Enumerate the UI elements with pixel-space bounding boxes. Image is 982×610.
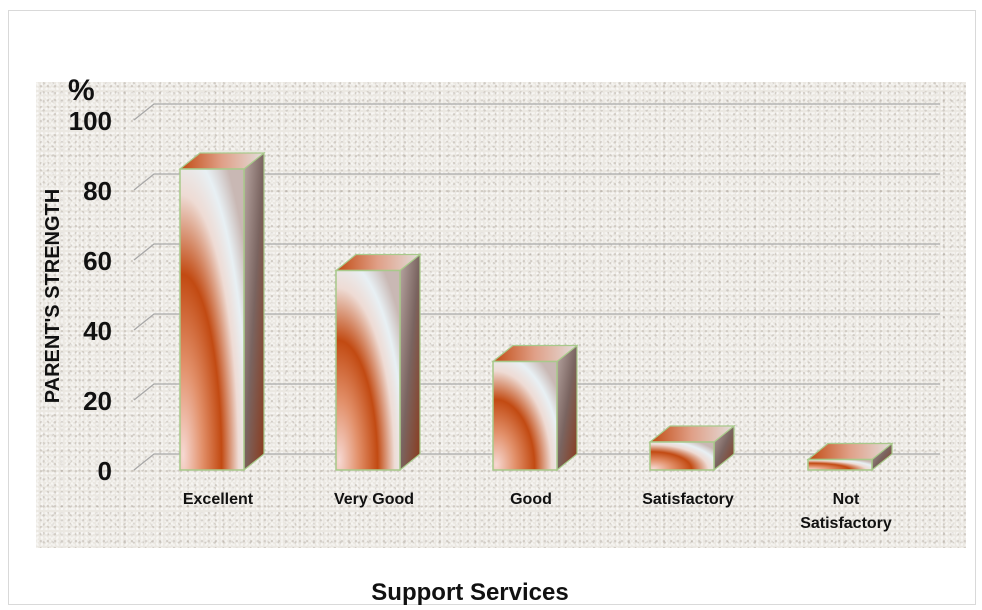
x-tick-label: Satisfactory — [642, 491, 734, 508]
bar-satisfactory — [648, 424, 736, 472]
gridline — [133, 313, 940, 331]
bar-excellent — [178, 151, 266, 472]
bar-good — [491, 344, 579, 472]
chart-frame — [8, 10, 976, 605]
y-tick-label: 100 — [69, 106, 112, 136]
gridline — [133, 103, 940, 121]
y-axis-ticks: 0 20 40 60 80 100 — [69, 106, 112, 486]
bar-side — [556, 344, 578, 472]
gridlines — [133, 103, 940, 471]
gridline — [133, 383, 940, 401]
y-tick-label: 60 — [83, 246, 112, 276]
bars — [178, 151, 894, 472]
x-axis-title: Support Services — [371, 579, 568, 606]
bar-front — [335, 269, 401, 471]
x-tick-label: Good — [510, 491, 552, 508]
y-tick-label: 20 — [83, 386, 112, 416]
y-unit-label: % — [68, 74, 95, 107]
bar-front — [492, 360, 558, 471]
bar-side — [399, 253, 421, 472]
x-tick-label: Very Good — [334, 491, 414, 508]
y-axis-title: PARENT'S STRENGTH — [42, 189, 64, 403]
gridline — [133, 243, 940, 261]
y-tick-label: 80 — [83, 176, 112, 206]
y-tick-label: 40 — [83, 316, 112, 346]
gridline — [133, 173, 940, 191]
bar-front — [649, 441, 715, 471]
x-tick-label: Excellent — [183, 491, 254, 508]
x-tick-label: Not — [833, 491, 860, 508]
y-tick-label: 0 — [98, 456, 112, 486]
bar-front — [807, 458, 873, 471]
bar-front — [179, 168, 245, 471]
bar-very-good — [334, 253, 422, 472]
x-axis-ticks: Excellent Very Good Good Satisfactory Not Sat… — [183, 491, 892, 532]
x-tick-label: Satisfactory — [800, 515, 892, 532]
bar-side — [243, 151, 265, 472]
bar-not-satisfactory — [806, 442, 894, 472]
